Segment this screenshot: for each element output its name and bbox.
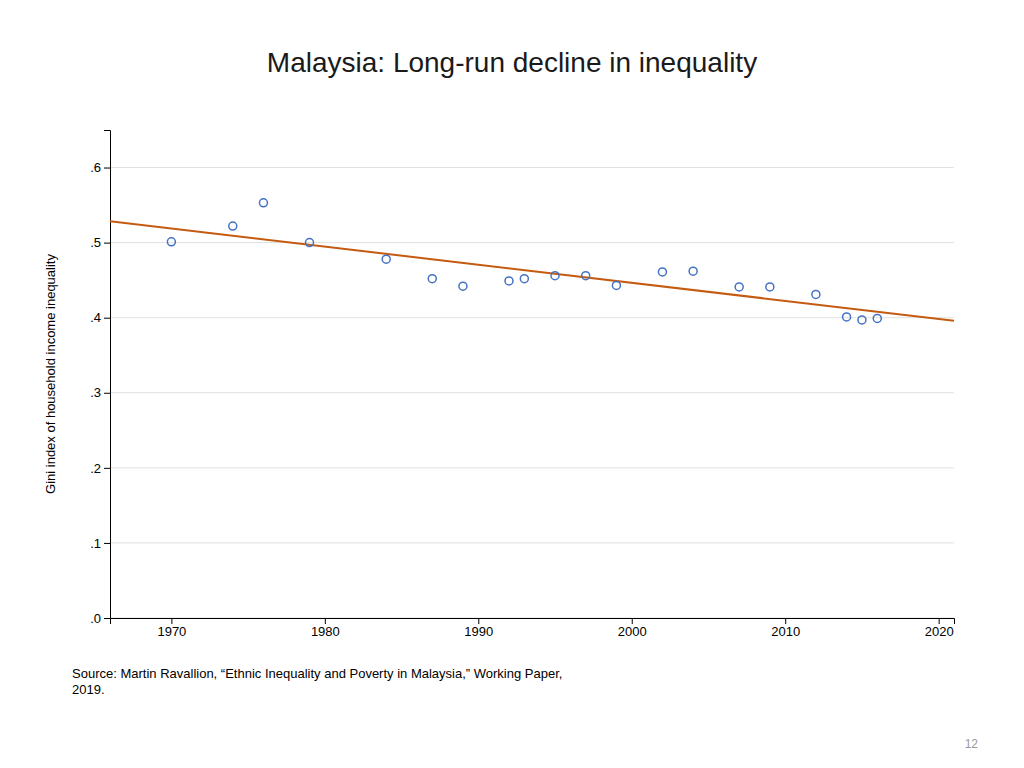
axis-line — [104, 131, 111, 619]
tick-mark — [478, 618, 479, 624]
tick: 1970 — [157, 618, 186, 639]
tick-mark — [104, 168, 110, 169]
points — [167, 199, 881, 324]
tick: 2020 — [925, 618, 954, 639]
tick: .1 — [90, 536, 110, 551]
source-note-line: 2019. — [72, 682, 105, 697]
tick: .5 — [90, 235, 110, 250]
point — [812, 290, 820, 298]
grid-line — [110, 167, 954, 168]
point — [735, 283, 743, 291]
grid-line — [110, 317, 954, 318]
tick-mark — [104, 243, 110, 244]
point — [259, 199, 267, 207]
tick: 2000 — [618, 618, 647, 639]
source-note: Source: Martin Ravallion, “Ethnic Inequa… — [72, 666, 562, 697]
point — [428, 275, 436, 283]
title: Malaysia: Long-run decline in inequality — [267, 47, 757, 78]
point — [520, 275, 528, 283]
grid-line — [110, 242, 954, 243]
grid-line — [110, 392, 954, 393]
y-axis: .0 .1 .2 .3 .4 .5 .6 — [90, 131, 110, 626]
grid-line — [110, 542, 954, 543]
chart: 1970 1980 1990 2000 2010 2020 .0 .1 .2 .3 .4 .5 .6 Ma… — [0, 0, 1024, 768]
tick-mark — [104, 468, 110, 469]
tick: .6 — [90, 160, 110, 175]
plot-area — [110, 199, 954, 324]
point — [505, 277, 513, 285]
tick-label: 1980 — [311, 624, 340, 639]
point — [873, 314, 881, 322]
y-axis-title: Gini index of household income inequalit… — [43, 254, 58, 494]
tick-mark — [104, 543, 110, 544]
tick-label: .5 — [90, 235, 101, 250]
tick-mark — [785, 618, 786, 624]
tick: .4 — [90, 310, 110, 325]
tick-label: .6 — [90, 160, 101, 175]
tick-mark — [104, 393, 110, 394]
tick: 1990 — [464, 618, 493, 639]
axis-line — [111, 619, 955, 625]
tick-label: .4 — [90, 310, 101, 325]
point — [858, 316, 866, 324]
tick-label: 2000 — [618, 624, 647, 639]
point — [551, 272, 559, 280]
tick-label: 2020 — [925, 624, 954, 639]
tick-label: 1970 — [157, 624, 186, 639]
tick: .2 — [90, 461, 110, 476]
source-note-line: Source: Martin Ravallion, “Ethnic Inequa… — [72, 666, 562, 681]
regression-line — [110, 221, 954, 320]
tick: 1980 — [311, 618, 340, 639]
tick: .3 — [90, 385, 110, 400]
tick-mark — [325, 618, 326, 624]
tick: 2010 — [771, 618, 800, 639]
grid — [110, 168, 954, 618]
x-axis: 1970 1980 1990 2000 2010 2020 — [111, 618, 955, 639]
point — [658, 268, 666, 276]
point — [229, 222, 237, 230]
tick-mark — [104, 618, 110, 619]
tick-mark — [632, 618, 633, 624]
point — [582, 272, 590, 280]
tick-label: 1990 — [464, 624, 493, 639]
point — [843, 313, 851, 321]
tick-mark — [104, 318, 110, 319]
grid-line — [110, 467, 954, 468]
point — [305, 239, 313, 247]
tick-mark — [939, 618, 940, 624]
tick-mark — [171, 618, 172, 624]
point — [612, 281, 620, 289]
point — [689, 267, 697, 275]
point — [382, 255, 390, 263]
tick-label: .1 — [90, 536, 101, 551]
tick-label: .3 — [90, 385, 101, 400]
page-number: 12 — [965, 737, 979, 751]
tick-label: .2 — [90, 461, 101, 476]
point — [167, 238, 175, 246]
point — [459, 282, 467, 290]
point — [766, 283, 774, 291]
tick-label: 2010 — [771, 624, 800, 639]
tick-label: .0 — [90, 611, 101, 626]
tick: .0 — [90, 611, 110, 626]
